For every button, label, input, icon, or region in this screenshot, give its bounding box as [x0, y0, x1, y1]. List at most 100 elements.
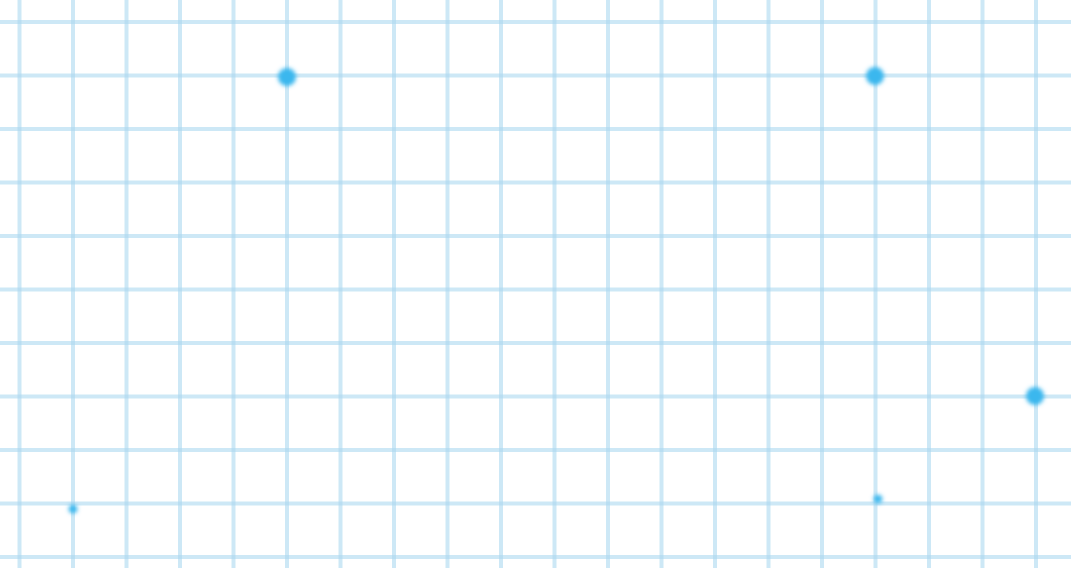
- grid-intersection: [927, 287, 931, 292]
- grid-intersection: [71, 180, 75, 185]
- grid-intersection: [873, 234, 878, 238]
- grid-intersection: [980, 234, 985, 238]
- grid-intersection: [552, 127, 557, 131]
- grid-intersection: [659, 127, 664, 131]
- grid-intersection: [499, 448, 503, 452]
- grid-intersection: [713, 394, 717, 399]
- grid-intersection: [124, 127, 129, 131]
- grid-intersection: [927, 73, 931, 78]
- grid-intersection: [1034, 20, 1038, 24]
- grid-intersection: [445, 180, 450, 185]
- grid-intersection: [178, 448, 182, 452]
- grid-intersection: [17, 20, 22, 24]
- grid-intersection: [231, 394, 236, 399]
- grid-intersection: [124, 555, 129, 559]
- grid-intersection: [552, 394, 557, 399]
- grid-intersection: [927, 501, 931, 506]
- grid-intersection: [445, 448, 450, 452]
- grid-intersection: [71, 20, 75, 24]
- grid-intersection: [445, 20, 450, 24]
- grid-intersection: [659, 448, 664, 452]
- grid-intersection: [820, 448, 824, 452]
- glow-dot: [1026, 387, 1044, 405]
- glow-dot: [68, 504, 78, 514]
- grid-intersection: [445, 127, 450, 131]
- grid-intersection: [927, 394, 931, 399]
- grid-intersection: [17, 287, 22, 292]
- grid-intersection: [659, 501, 664, 506]
- glow-dot: [278, 68, 296, 86]
- grid-intersection: [873, 448, 878, 452]
- grid-intersection: [71, 127, 75, 131]
- grid-intersection: [392, 180, 396, 185]
- grid-intersection: [980, 287, 985, 292]
- grid-intersection: [178, 501, 182, 506]
- grid-intersection: [927, 20, 931, 24]
- grid-intersection: [124, 448, 129, 452]
- grid-intersection: [552, 341, 557, 345]
- grid-intersection: [392, 287, 396, 292]
- grid-intersection: [392, 394, 396, 399]
- grid-intersection: [285, 501, 289, 506]
- grid-intersection: [766, 234, 771, 238]
- grid-intersection: [285, 180, 289, 185]
- grid-intersection: [820, 501, 824, 506]
- glow-dot: [873, 494, 883, 504]
- grid-intersection: [820, 287, 824, 292]
- grid-intersection: [392, 501, 396, 506]
- grid-intersection: [392, 448, 396, 452]
- grid-intersection: [338, 127, 343, 131]
- grid-intersection: [606, 287, 610, 292]
- grid-intersection: [499, 394, 503, 399]
- grid-intersection: [659, 287, 664, 292]
- grid-intersection: [1034, 287, 1038, 292]
- grid-intersection: [873, 180, 878, 185]
- grid-intersection: [820, 73, 824, 78]
- grid-intersection: [820, 127, 824, 131]
- grid-intersection: [927, 555, 931, 559]
- grid-intersection: [820, 20, 824, 24]
- grid-intersection: [231, 234, 236, 238]
- grid-intersection: [606, 234, 610, 238]
- grid-intersection: [606, 180, 610, 185]
- grid-intersection: [980, 341, 985, 345]
- grid-intersection: [338, 234, 343, 238]
- grid-intersection: [71, 73, 75, 78]
- grid-intersection: [338, 448, 343, 452]
- grid-intersection: [766, 127, 771, 131]
- grid-intersection: [124, 180, 129, 185]
- grid-intersection: [713, 127, 717, 131]
- grid-intersection: [873, 394, 878, 399]
- grid-intersection: [873, 501, 878, 506]
- grid-intersection: [659, 73, 664, 78]
- grid-intersection: [178, 555, 182, 559]
- grid-intersection: [766, 20, 771, 24]
- grid-intersection: [873, 287, 878, 292]
- grid-intersection: [445, 73, 450, 78]
- grid-intersection: [392, 555, 396, 559]
- grid-intersection: [499, 127, 503, 131]
- grid-intersection: [178, 394, 182, 399]
- grid-intersection: [178, 73, 182, 78]
- grid-intersection: [713, 234, 717, 238]
- grid-intersection: [285, 20, 289, 24]
- grid-intersection: [766, 73, 771, 78]
- grid-intersection: [766, 341, 771, 345]
- grid-intersection: [71, 501, 75, 506]
- grid-intersection: [178, 20, 182, 24]
- grid-intersection: [231, 127, 236, 131]
- grid-intersection: [659, 394, 664, 399]
- grid-intersection: [392, 341, 396, 345]
- grid-intersection: [71, 555, 75, 559]
- glow-dot: [866, 67, 884, 85]
- grid-intersection: [927, 341, 931, 345]
- grid-intersection: [873, 127, 878, 131]
- grid-intersection: [713, 287, 717, 292]
- grid-intersection: [338, 341, 343, 345]
- grid-intersection: [231, 448, 236, 452]
- grid-intersection: [124, 73, 129, 78]
- grid-intersection: [873, 341, 878, 345]
- grid-intersection: [659, 341, 664, 345]
- grid-intersection: [124, 341, 129, 345]
